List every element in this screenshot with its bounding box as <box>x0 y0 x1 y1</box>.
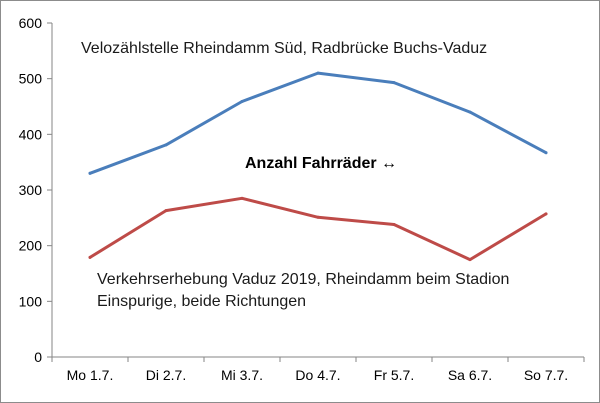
x-tick-label: Fr 5.7. <box>374 367 414 383</box>
x-tick-label: Sa 6.7. <box>448 367 492 383</box>
x-ticks: Mo 1.7. Di 2.7. Mi 3.7. Do 4.7. Fr 5.7. Sa 6.… <box>51 357 585 383</box>
center-annotation: Anzahl Fahrräder ↔ <box>245 155 397 172</box>
legend-series-2-sublabel: Einspurige, beide Richtungen <box>97 293 306 310</box>
y-tick-label: 500 <box>19 71 43 87</box>
y-tick-label: 0 <box>34 349 42 365</box>
data-point <box>164 209 168 213</box>
annotations: Velozählstelle Rheindamm Süd, Radbrücke … <box>81 40 509 310</box>
data-point <box>240 196 244 200</box>
x-tick-label: So 7.7. <box>524 367 568 383</box>
legend-series-1-label: Velozählstelle Rheindamm Süd, Radbrücke … <box>81 40 487 57</box>
y-tick-label: 100 <box>19 293 43 309</box>
x-tick-label: Di 2.7. <box>146 367 186 383</box>
series-line-2 <box>88 196 548 262</box>
x-tick-label: Mi 3.7. <box>221 367 263 383</box>
y-tick-label: 400 <box>19 126 43 142</box>
y-tick-label: 300 <box>19 182 43 198</box>
y-tick-label: 600 <box>19 15 43 31</box>
data-point <box>164 143 168 147</box>
y-ticks: 0 100 200 300 400 500 600 <box>19 15 52 365</box>
data-point <box>468 110 472 114</box>
y-tick-label: 200 <box>19 238 43 254</box>
series-lines <box>88 71 548 262</box>
data-point <box>392 81 396 85</box>
data-point <box>88 255 92 259</box>
data-point <box>88 171 92 175</box>
data-point <box>544 151 548 155</box>
data-point <box>316 71 320 75</box>
data-point <box>544 212 548 216</box>
x-tick-label: Do 4.7. <box>295 367 340 383</box>
legend-series-2-label: Verkehrserhebung Vaduz 2019, Rheindamm b… <box>97 271 509 288</box>
data-point <box>316 215 320 219</box>
x-tick-label: Mo 1.7. <box>67 367 114 383</box>
data-point <box>240 99 244 103</box>
data-point <box>392 223 396 227</box>
data-point <box>468 258 472 262</box>
